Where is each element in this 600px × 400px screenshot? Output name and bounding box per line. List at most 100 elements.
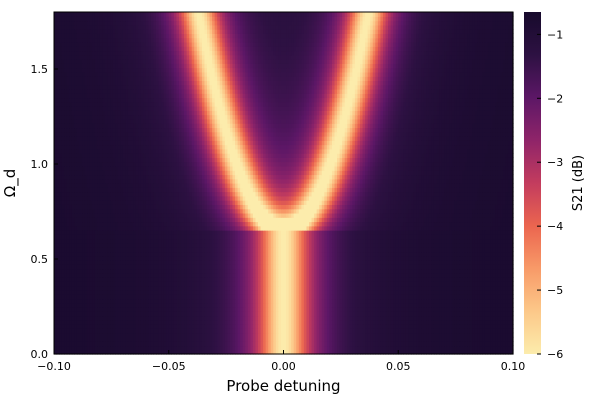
heatmap-cell	[286, 328, 290, 334]
heatmap-cell	[201, 315, 206, 321]
heatmap-cell	[288, 315, 292, 321]
heatmap-cell	[82, 268, 86, 274]
heatmap-cell	[97, 255, 101, 261]
heatmap-cell	[227, 349, 231, 355]
heatmap-cell	[382, 285, 387, 291]
heatmap-cell	[324, 281, 328, 287]
heatmap-cell	[357, 298, 361, 304]
heatmap-cell	[441, 285, 445, 291]
heatmap-cell	[117, 345, 121, 351]
heatmap-cell	[510, 311, 514, 317]
heatmap-cell	[380, 281, 384, 287]
heatmap-cell	[474, 285, 478, 291]
heatmap-cell	[283, 341, 287, 347]
heatmap-cell	[69, 272, 73, 278]
heatmap-cell	[176, 341, 180, 347]
heatmap-cell	[145, 319, 149, 325]
heatmap-cell	[357, 272, 361, 278]
heatmap-cell	[324, 341, 328, 347]
heatmap-cell	[441, 315, 445, 321]
heatmap-cell	[122, 315, 126, 321]
heatmap-cell	[303, 268, 308, 274]
heatmap-cell	[449, 298, 453, 304]
heatmap-cell	[339, 328, 343, 334]
heatmap-cell	[161, 319, 165, 325]
heatmap-cell	[354, 319, 359, 325]
heatmap-cell	[375, 294, 379, 300]
heatmap-cell	[291, 298, 295, 304]
heatmap-cell	[171, 281, 175, 287]
heatmap-cell	[79, 255, 83, 261]
heatmap-cell	[439, 324, 443, 329]
heatmap-cell	[148, 311, 152, 317]
heatmap-cell	[306, 277, 310, 282]
heatmap-cell	[456, 302, 461, 308]
heatmap-cell	[431, 306, 435, 312]
heatmap-cell	[365, 302, 369, 308]
heatmap-cell	[224, 311, 228, 317]
heatmap-cell	[97, 294, 101, 300]
heatmap-cell	[84, 264, 88, 270]
heatmap-cell	[214, 315, 218, 321]
heatmap-cell	[286, 264, 290, 270]
heatmap-cell	[472, 315, 476, 321]
heatmap-cell	[337, 302, 341, 308]
heatmap-cell	[201, 268, 206, 274]
heatmap-cell	[229, 259, 234, 265]
heatmap-cell	[207, 349, 211, 355]
heatmap-cell	[148, 285, 152, 291]
heatmap-cell	[464, 319, 468, 325]
heatmap-cell	[270, 272, 274, 278]
heatmap-cell	[268, 268, 272, 274]
heatmap-cell	[209, 268, 213, 274]
heatmap-cell	[186, 341, 190, 347]
heatmap-cell	[303, 341, 308, 347]
heatmap-cell	[326, 332, 330, 338]
heatmap-cell	[372, 336, 376, 342]
heatmap-cell	[163, 349, 167, 355]
heatmap-cell	[421, 285, 425, 291]
heatmap-cell	[196, 285, 200, 291]
heatmap-cell	[382, 345, 387, 351]
heatmap-cell	[301, 315, 305, 321]
heatmap-cell	[482, 281, 486, 287]
heatmap-cell	[69, 324, 73, 329]
heatmap-cell	[227, 345, 231, 351]
heatmap-cell	[510, 336, 514, 342]
heatmap-cell	[490, 281, 494, 287]
heatmap-cell	[242, 328, 246, 334]
heatmap-cell	[163, 341, 167, 347]
heatmap-cell	[408, 298, 412, 304]
heatmap-cell	[334, 319, 338, 325]
heatmap-cell	[158, 349, 162, 355]
heatmap-cell	[270, 277, 274, 282]
heatmap-cell	[400, 298, 404, 304]
heatmap-cell	[110, 315, 114, 321]
heatmap-cell	[166, 302, 170, 308]
heatmap-cell	[311, 319, 315, 325]
heatmap-cell	[76, 289, 81, 295]
heatmap-cell	[337, 336, 341, 342]
heatmap-cell	[122, 298, 126, 304]
heatmap-cell	[490, 345, 494, 351]
heatmap-cell	[479, 277, 483, 282]
heatmap-cell	[66, 315, 70, 321]
heatmap-cell	[474, 302, 478, 308]
heatmap-cell	[464, 285, 468, 291]
heatmap-cell	[418, 332, 422, 338]
heatmap-cell	[166, 285, 170, 291]
heatmap-cell	[362, 306, 366, 312]
heatmap-cell	[334, 259, 338, 265]
heatmap-cell	[242, 289, 246, 295]
heatmap-cell	[426, 306, 430, 312]
heatmap-cell	[235, 298, 239, 304]
heatmap-cell	[110, 345, 114, 351]
heatmap-cell	[143, 349, 147, 355]
heatmap-cell	[423, 324, 427, 329]
heatmap-cell	[321, 324, 325, 329]
heatmap-cell	[268, 319, 272, 325]
heatmap-cell	[365, 349, 369, 355]
heatmap-cell	[439, 264, 443, 270]
heatmap-cell	[331, 294, 336, 300]
heatmap-cell	[484, 315, 489, 321]
